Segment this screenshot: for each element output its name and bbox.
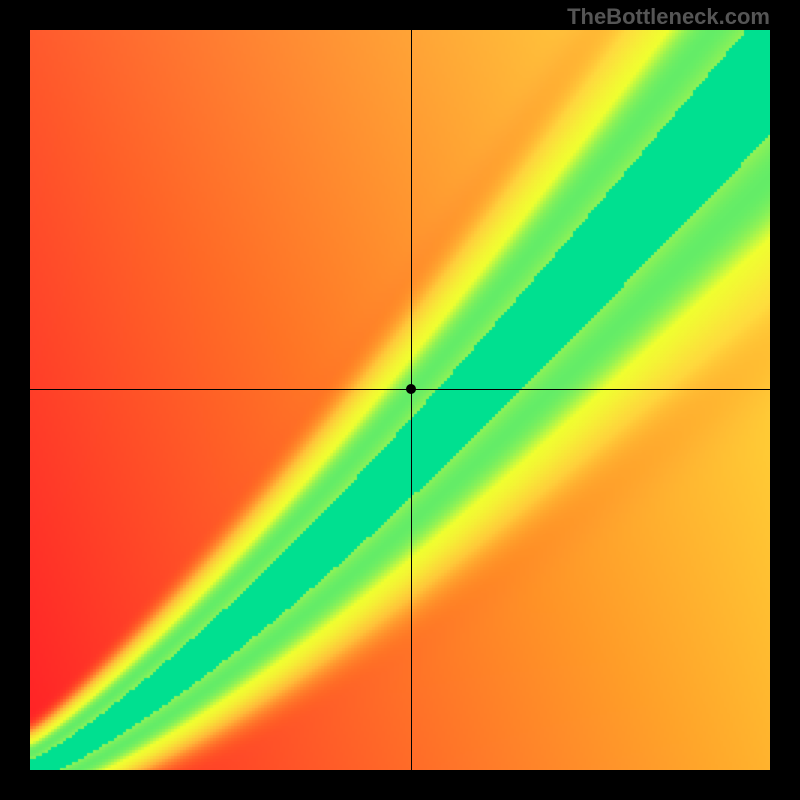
bottleneck-heatmap bbox=[30, 30, 770, 770]
crosshair-vertical-line bbox=[411, 30, 412, 770]
selection-marker-dot bbox=[406, 384, 416, 394]
watermark-text: TheBottleneck.com bbox=[567, 4, 770, 30]
crosshair-horizontal-line bbox=[30, 389, 770, 390]
